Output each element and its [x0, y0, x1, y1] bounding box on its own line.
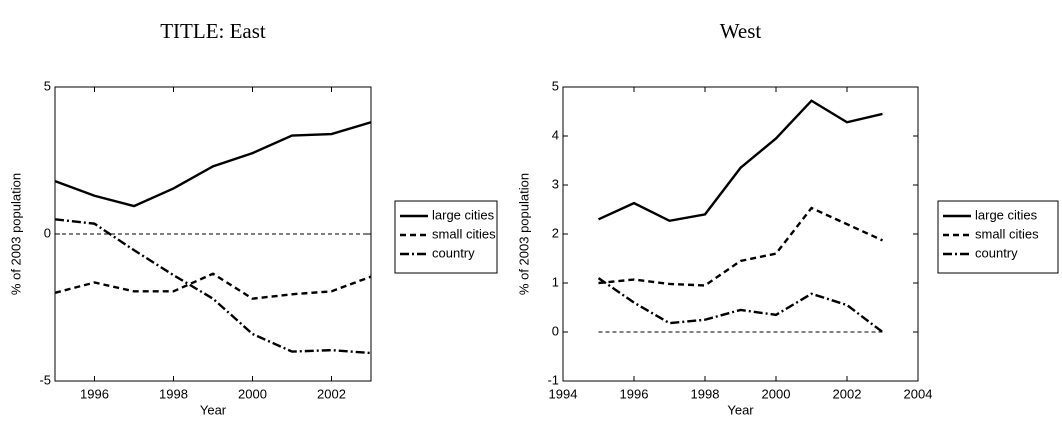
y-tick-label: 0 — [552, 323, 559, 338]
x-tick-label: 1998 — [159, 386, 188, 401]
x-axis-label: Year — [200, 402, 227, 417]
y-tick-label: -1 — [547, 372, 559, 387]
plot-frame — [54, 86, 372, 382]
legend-label: small cities — [432, 226, 496, 241]
y-tick-label: 5 — [552, 78, 559, 93]
series-line — [598, 99, 883, 223]
x-tick-label: 1998 — [691, 386, 720, 401]
legend-label: country — [975, 245, 1018, 260]
legend-box — [937, 200, 1059, 274]
series-line — [54, 121, 372, 208]
y-tick-label: 2 — [552, 225, 559, 240]
series-line — [598, 206, 883, 287]
y-tick-label: 1 — [552, 274, 559, 289]
y-tick-label: -5 — [39, 372, 51, 387]
x-axis-label: Year — [727, 402, 754, 417]
x-tick-label: 2000 — [762, 386, 791, 401]
legend-label: small cities — [975, 226, 1039, 241]
legend-label: large cities — [975, 207, 1038, 222]
chart-title: West — [720, 19, 762, 43]
y-axis-label: % of 2003 population — [8, 173, 23, 295]
series-line — [54, 272, 372, 300]
legend-box — [394, 200, 498, 274]
x-tick-label: 1996 — [80, 386, 109, 401]
plot-frame — [562, 86, 919, 382]
y-tick-label: 3 — [552, 176, 559, 191]
x-tick-label: 2002 — [317, 386, 346, 401]
y-axis-label: % of 2003 population — [516, 173, 531, 295]
x-tick-label: 2000 — [238, 386, 267, 401]
x-tick-label: 1996 — [620, 386, 649, 401]
chart-title: TITLE: East — [160, 19, 266, 43]
y-tick-label: 4 — [552, 127, 559, 142]
x-tick-label: 1994 — [549, 386, 578, 401]
x-tick-label: 2002 — [833, 386, 862, 401]
y-tick-label: 5 — [44, 78, 51, 93]
legend-label: country — [432, 245, 475, 260]
series-line — [597, 277, 884, 333]
x-tick-label: 2004 — [904, 386, 933, 401]
series-line — [54, 218, 372, 355]
legend-label: large cities — [432, 207, 495, 222]
y-tick-label: 0 — [44, 225, 51, 240]
